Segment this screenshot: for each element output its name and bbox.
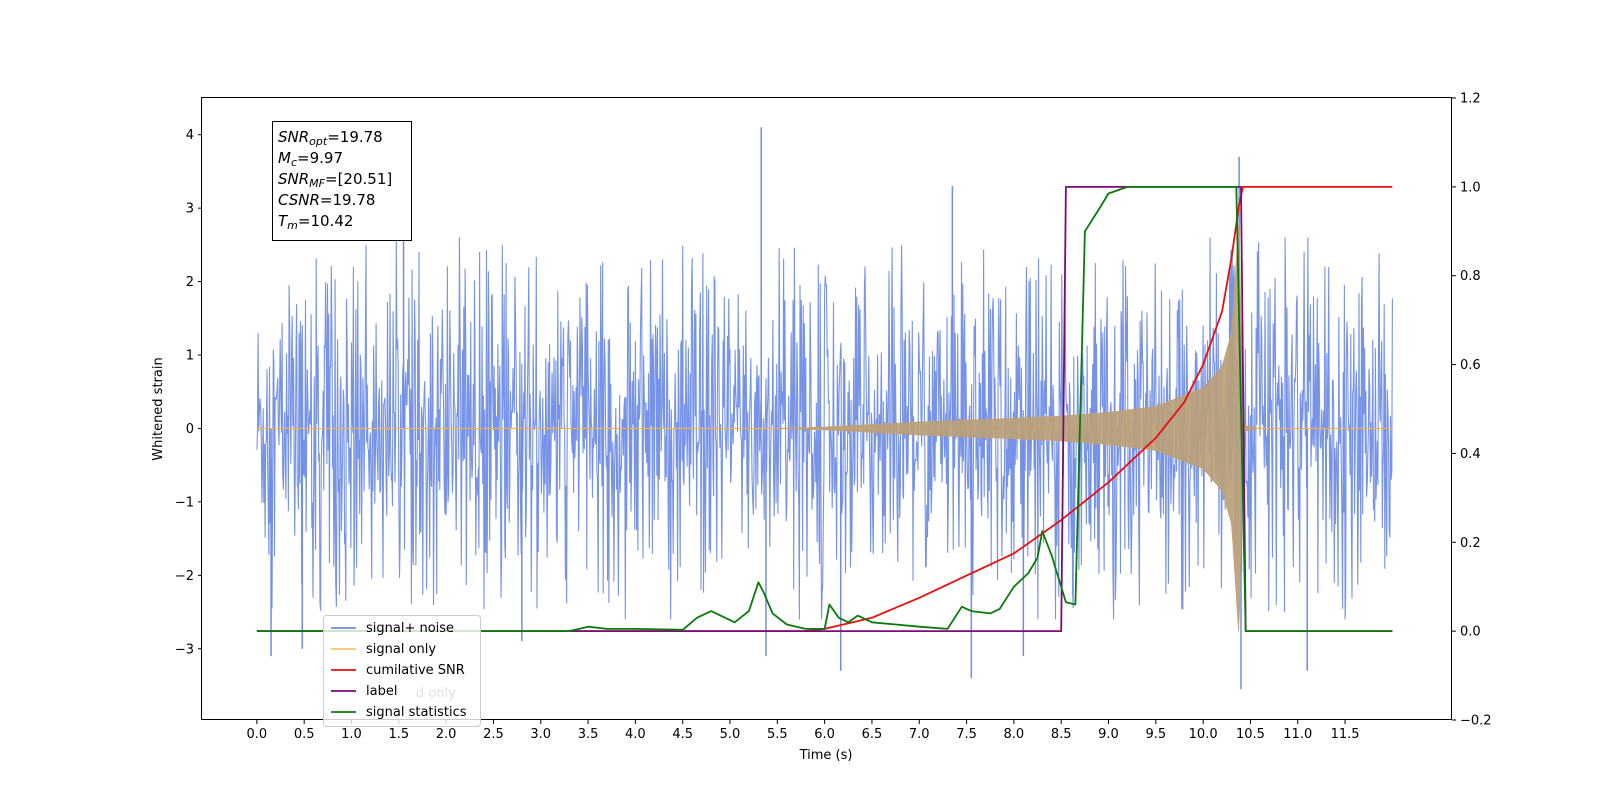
- x-tick-label: 6.5: [862, 727, 883, 742]
- legend-items: signal+ noise signal only cumilative SNR la…: [331, 621, 467, 720]
- y-tick-label: 4: [186, 128, 194, 143]
- chirp-layer: [256, 225, 1393, 632]
- info-line: CSNR=19.78: [278, 191, 375, 209]
- x-tick-label: 8.5: [1051, 727, 1072, 742]
- info-line: Tm=10.42: [278, 212, 353, 232]
- noise-layer: [256, 127, 1393, 690]
- x-tick-label: 0.0: [247, 727, 268, 742]
- x-tick-label: 9.0: [1098, 727, 1119, 742]
- y-tick-label: 1: [186, 349, 194, 364]
- legend-ghost-text: d only: [416, 686, 456, 701]
- y-tick-label: 2: [186, 275, 194, 290]
- legend-item-label: signal+ noise: [366, 621, 454, 636]
- y-tick-label: −1: [175, 495, 194, 510]
- x-tick-label: 3.5: [578, 727, 599, 742]
- info-line: SNRopt=19.78: [278, 128, 383, 148]
- x-tick-label: 1.0: [341, 727, 362, 742]
- y-axis-label: Whitened strain: [151, 357, 166, 460]
- x-tick-label: 2.0: [436, 727, 457, 742]
- x-tick-label: 1.5: [388, 727, 409, 742]
- legend-item-label: signal statistics: [366, 705, 467, 720]
- info-line: Mc=9.97: [278, 149, 343, 169]
- x-tick-label: 10.0: [1189, 727, 1218, 742]
- x-tick-label: 5.5: [767, 727, 788, 742]
- y2-tick-label: 0.4: [1460, 447, 1481, 462]
- y2-tick-label: 0.6: [1460, 358, 1481, 373]
- legend-item-label: signal only: [366, 642, 436, 657]
- info-line: SNRMF=[20.51]: [278, 170, 392, 190]
- y2-tick-label: 0.8: [1460, 269, 1481, 284]
- x-tick-label: 10.5: [1236, 727, 1265, 742]
- legend-frame: [323, 615, 481, 727]
- plot-frame: [201, 97, 1452, 720]
- x-tick-label: 4.0: [625, 727, 646, 742]
- y-tick-label: 3: [186, 202, 194, 217]
- legend-item-label: cumilative SNR: [366, 663, 465, 678]
- x-tick-label: 4.5: [672, 727, 693, 742]
- x-tick-label: 11.5: [1331, 727, 1360, 742]
- chirp-envelope: [777, 225, 1256, 632]
- info-box-frame: [272, 121, 412, 241]
- legend-item-label: label: [366, 684, 397, 699]
- x-tick-label: 7.0: [909, 727, 930, 742]
- lines-layer: [256, 186, 1393, 632]
- y2-tick-label: 1.0: [1460, 180, 1481, 195]
- y-axis-left: −3 −2 −1 0 1 2 3 4: [175, 128, 202, 657]
- y2-tick-label: 0.0: [1460, 625, 1481, 640]
- info-lines: SNRopt=19.78Mc=9.97SNRMF=[20.51]CSNR=19.…: [278, 128, 392, 232]
- series-line-signal-statistics: [256, 186, 1393, 632]
- y2-tick-label: −0.2: [1460, 714, 1492, 729]
- x-tick-label: 8.0: [1004, 727, 1025, 742]
- y2-tick-label: 0.2: [1460, 536, 1481, 551]
- series-line-cumilative-snr: [256, 186, 1393, 632]
- x-tick-label: 2.5: [483, 727, 504, 742]
- legend: d only signal+ noise signal only cumilativ…: [323, 615, 481, 727]
- y-axis-right: −0.2 0.0 0.2 0.4 0.6 0.8 1.0 1.2: [1452, 92, 1492, 729]
- y-tick-label: −2: [175, 569, 194, 584]
- x-axis: 0.0 0.5 1.0 1.5 2.0 2.5 3.0 3.5 4.0 4.5 5.0 5.5 6.0 6…: [247, 720, 1360, 742]
- x-tick-label: 0.5: [294, 727, 315, 742]
- x-tick-label: 7.5: [956, 727, 977, 742]
- y-tick-label: −3: [175, 642, 194, 657]
- info-box: SNRopt=19.78Mc=9.97SNRMF=[20.51]CSNR=19.…: [272, 121, 412, 241]
- y2-tick-label: 1.2: [1460, 92, 1481, 107]
- x-axis-label: Time (s): [799, 748, 853, 763]
- x-tick-label: 3.0: [530, 727, 551, 742]
- x-tick-label: 11.0: [1283, 727, 1312, 742]
- x-tick-label: 9.5: [1145, 727, 1166, 742]
- series-line-signal-noise: [256, 237, 1393, 620]
- x-tick-label: 5.0: [720, 727, 741, 742]
- x-tick-label: 6.0: [814, 727, 835, 742]
- y-tick-label: 0: [186, 422, 194, 437]
